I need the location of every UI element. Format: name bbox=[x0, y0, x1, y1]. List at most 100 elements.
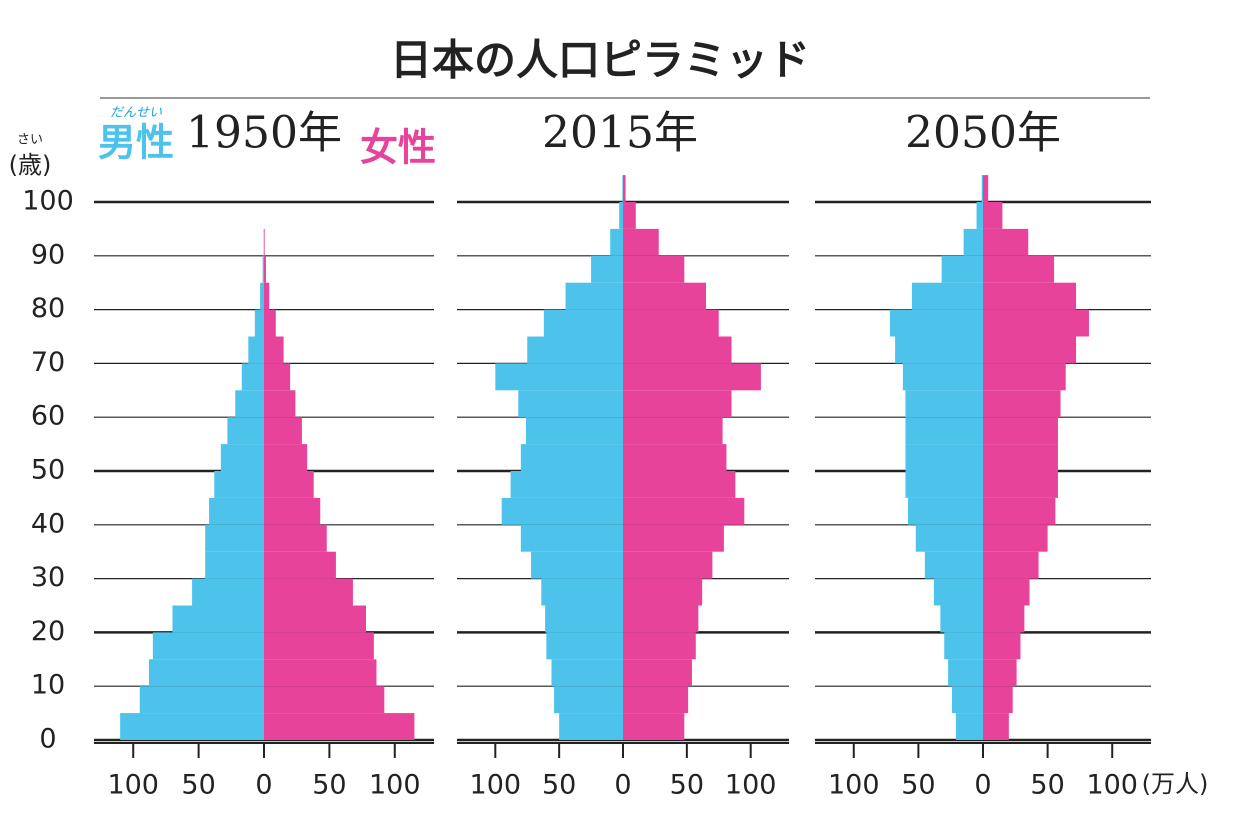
female-bar bbox=[264, 713, 415, 740]
y-tick-label: 70 bbox=[31, 347, 65, 378]
male-bar bbox=[905, 471, 983, 498]
female-bar bbox=[264, 444, 308, 471]
male-bar bbox=[241, 363, 264, 391]
female-bar bbox=[983, 390, 1061, 418]
male-bar bbox=[545, 605, 623, 633]
female-bar bbox=[623, 228, 659, 256]
male-bar bbox=[895, 336, 983, 364]
male-bar bbox=[951, 686, 983, 714]
male-bar bbox=[915, 524, 983, 552]
x-tick-label: 100 bbox=[470, 770, 522, 801]
female-bar bbox=[983, 444, 1058, 471]
female-bar bbox=[264, 471, 314, 498]
male-bar bbox=[908, 497, 983, 525]
x-tick-label: 0 bbox=[974, 770, 991, 801]
panel-title: 2050年 bbox=[905, 108, 1061, 159]
female-bar bbox=[623, 605, 699, 633]
male-bar bbox=[911, 282, 983, 310]
male-bar bbox=[543, 309, 623, 337]
male-bar bbox=[520, 524, 623, 552]
male-bar bbox=[940, 605, 983, 633]
male-bar bbox=[610, 228, 623, 256]
male-bar bbox=[559, 713, 623, 740]
legend-label: 男性 bbox=[98, 121, 174, 165]
female-bar bbox=[623, 659, 692, 687]
female-bar bbox=[623, 282, 706, 310]
male-bar bbox=[889, 309, 983, 337]
y-tick-label: 60 bbox=[31, 401, 65, 432]
male-bar bbox=[981, 175, 983, 202]
female-bar bbox=[983, 551, 1039, 579]
male-bar bbox=[565, 282, 623, 310]
male-bar bbox=[619, 202, 623, 229]
female-bar bbox=[623, 632, 696, 660]
female-bar bbox=[623, 444, 727, 471]
x-tick-label: 0 bbox=[255, 770, 272, 801]
female-bar bbox=[264, 228, 265, 256]
female-bar bbox=[623, 336, 732, 364]
male-bar bbox=[622, 175, 623, 202]
y-tick-label: 40 bbox=[31, 508, 65, 539]
panel-title: 1950年 bbox=[186, 108, 342, 159]
male-bar bbox=[227, 417, 264, 445]
male-bar bbox=[525, 417, 623, 445]
male-bar bbox=[220, 444, 264, 471]
female-bar bbox=[264, 390, 296, 418]
female-bar bbox=[264, 632, 374, 660]
male-bar bbox=[905, 417, 983, 445]
male-bar bbox=[260, 282, 264, 310]
female-bar bbox=[983, 632, 1021, 660]
male-bar bbox=[209, 497, 264, 525]
male-bar bbox=[248, 336, 264, 364]
male-bar bbox=[205, 551, 264, 579]
x-tick-label: 0 bbox=[614, 770, 631, 801]
female-bar bbox=[264, 578, 353, 606]
male-bar bbox=[933, 578, 983, 606]
female-bar bbox=[623, 471, 736, 498]
male-bar bbox=[554, 686, 623, 714]
male-bar bbox=[955, 713, 983, 740]
male-bar bbox=[139, 686, 264, 714]
chart-title: 日本の人口ピラミッド bbox=[390, 36, 810, 85]
female-bar bbox=[983, 605, 1025, 633]
male-bar bbox=[924, 551, 983, 579]
female-bar bbox=[623, 363, 761, 391]
female-bar bbox=[983, 659, 1017, 687]
female-bar bbox=[264, 524, 327, 552]
x-tick-label: 100 bbox=[1086, 770, 1138, 801]
age-unit-ruby: さい bbox=[17, 133, 43, 148]
x-tick-label: 100 bbox=[828, 770, 880, 801]
female-bar bbox=[983, 202, 1003, 229]
x-tick-label: 50 bbox=[181, 770, 215, 801]
female-bar bbox=[623, 497, 745, 525]
female-bar bbox=[264, 309, 276, 337]
male-bar bbox=[192, 578, 264, 606]
female-bar bbox=[264, 417, 302, 445]
female-bar bbox=[623, 255, 685, 283]
male-bar bbox=[902, 363, 983, 391]
male-bar bbox=[551, 659, 623, 687]
age-unit: (歳) bbox=[9, 151, 52, 179]
male-bar bbox=[501, 497, 623, 525]
female-bar bbox=[623, 175, 626, 202]
male-bar bbox=[527, 336, 623, 364]
x-tick-label: 50 bbox=[901, 770, 935, 801]
male-bar bbox=[254, 309, 264, 337]
female-bar bbox=[623, 390, 732, 418]
female-bar bbox=[983, 309, 1089, 337]
male-bar bbox=[546, 632, 623, 660]
y-tick-label: 80 bbox=[31, 293, 65, 324]
x-tick-label: 50 bbox=[312, 770, 346, 801]
male-bar bbox=[541, 578, 623, 606]
male-bar bbox=[591, 255, 623, 283]
female-bar bbox=[264, 497, 321, 525]
female-bar bbox=[983, 336, 1077, 364]
male-bar bbox=[510, 471, 623, 498]
y-tick-label: 100 bbox=[22, 186, 74, 217]
male-bar bbox=[944, 632, 983, 660]
male-bar bbox=[172, 605, 264, 633]
y-tick-label: 30 bbox=[31, 562, 65, 593]
female-bar bbox=[983, 578, 1030, 606]
legend-label: 女性 bbox=[360, 126, 436, 170]
